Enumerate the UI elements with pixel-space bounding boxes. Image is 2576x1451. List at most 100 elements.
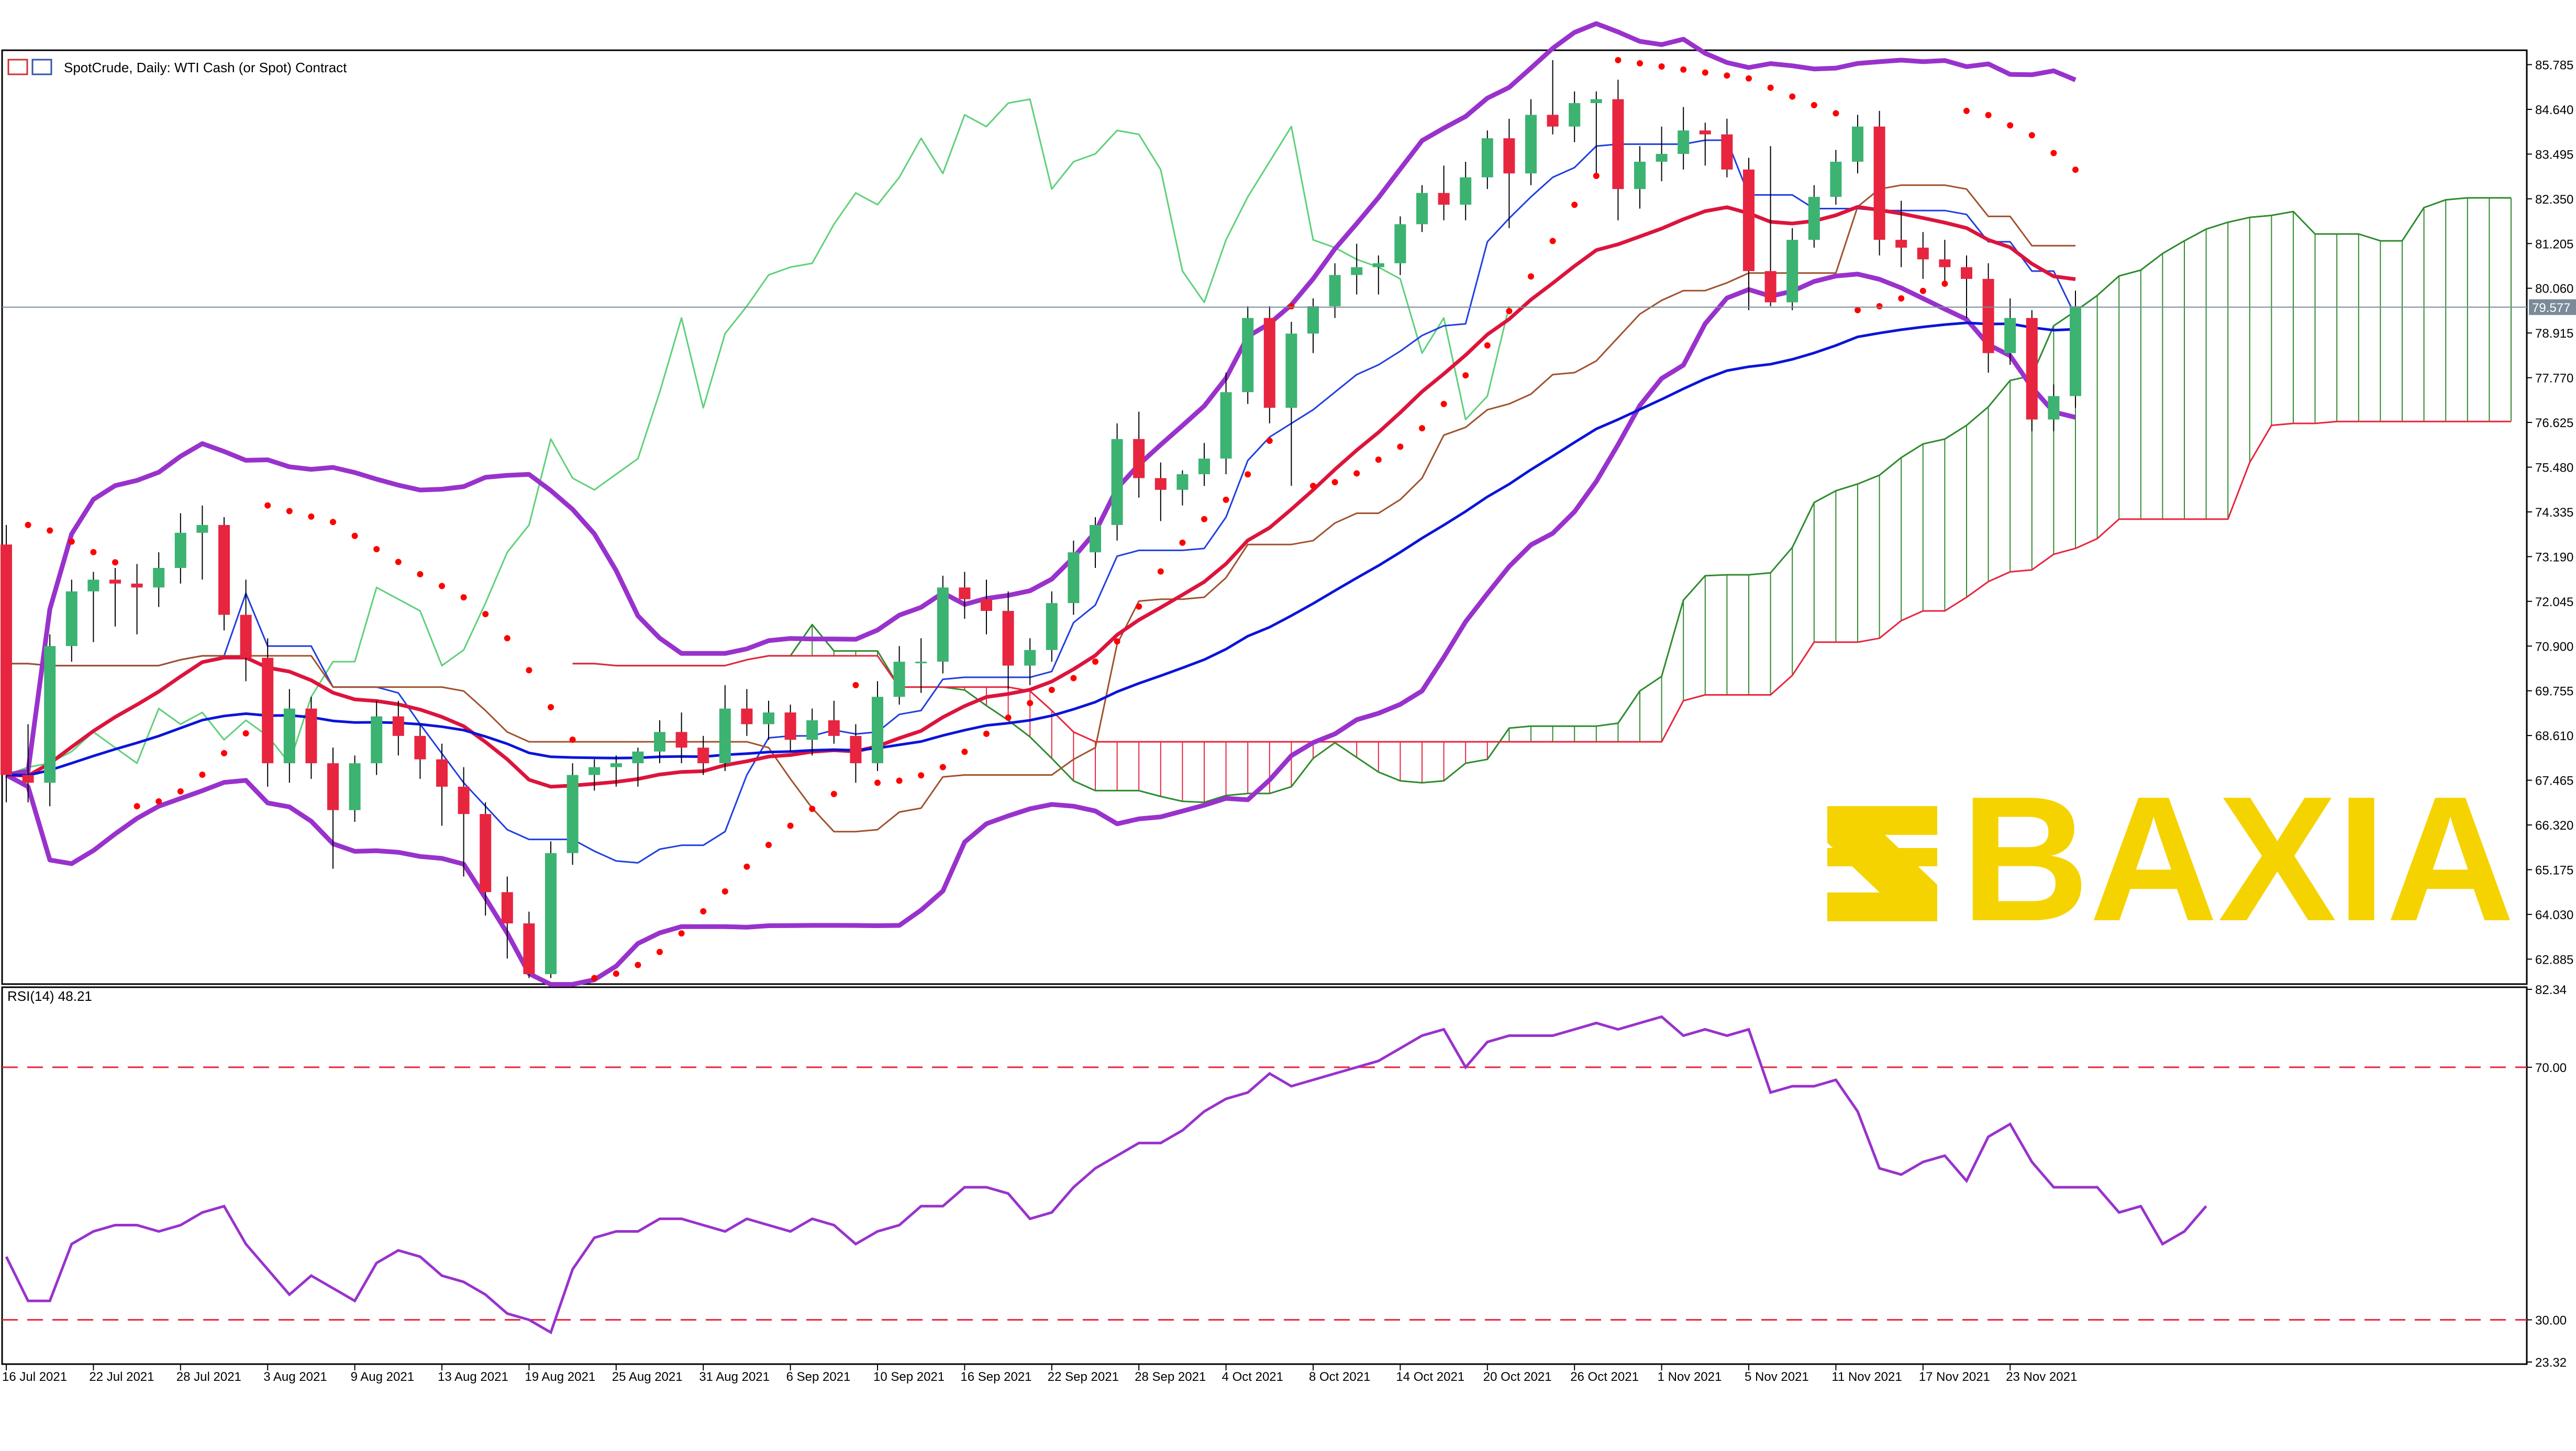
candle-body [480, 814, 492, 892]
sar-dot [199, 772, 206, 778]
candle-body [1569, 103, 1581, 127]
sar-dot [2072, 166, 2079, 173]
time-tick-label: 19 Aug 2021 [525, 1370, 595, 1384]
time-tick-label: 23 Nov 2021 [2006, 1370, 2077, 1384]
chart-window-icon [7, 59, 28, 75]
price-panel [1, 49, 2528, 985]
sar-dot [1201, 516, 1207, 522]
sar-dot [351, 532, 358, 539]
sar-dot [526, 667, 532, 674]
time-tick-label: 13 Aug 2021 [438, 1370, 508, 1384]
candle-body [1961, 267, 1972, 279]
candle-body [1351, 267, 1363, 275]
candle-body [2026, 318, 2038, 420]
sar-dot [1027, 700, 1034, 707]
sar-dot [1419, 425, 1425, 432]
candle-body [784, 712, 796, 740]
sar-dot [460, 594, 467, 601]
candle-body [327, 763, 339, 810]
sar-dot [852, 682, 859, 688]
time-tick-label: 8 Oct 2021 [1309, 1370, 1370, 1384]
candle-body [305, 708, 317, 764]
sar-dot [1811, 102, 1817, 108]
sar-dot [264, 502, 271, 509]
rsi-tick-label: 30.00 [2535, 1313, 2567, 1327]
sar-dot [1179, 539, 1186, 546]
sar-dot [830, 790, 837, 797]
sar-dot [1245, 471, 1251, 478]
candle-body [131, 583, 143, 588]
time-tick-label: 16 Jul 2021 [2, 1370, 67, 1384]
candle-body [65, 591, 77, 646]
candle-body [109, 579, 121, 584]
time-tick-label: 14 Oct 2021 [1396, 1370, 1464, 1384]
candle-body [1634, 161, 1646, 189]
price-axis: 85.785 84.640 83.495 82.350 81.205 80.060 78.9… [2527, 59, 2573, 967]
sar-dot [700, 908, 707, 914]
sar-dot [68, 538, 75, 545]
sar-dot [1048, 687, 1055, 694]
sar-dot [1310, 483, 1316, 489]
time-tick-label: 11 Nov 2021 [1831, 1370, 1902, 1384]
sar-dot [1855, 307, 1861, 314]
sar-dot [1658, 63, 1665, 70]
price-tick-label: 76.625 [2535, 416, 2573, 430]
candle-body [1786, 240, 1798, 303]
candle-body [1612, 99, 1624, 189]
candle-body [501, 892, 513, 924]
current-price-tag [2529, 299, 2576, 315]
candle-body [893, 662, 905, 697]
current-price-value: 79.577 [2532, 301, 2570, 315]
sar-dot [2050, 150, 2057, 157]
candle-body [523, 923, 535, 975]
time-tick-label: 20 Oct 2021 [1483, 1370, 1552, 1384]
sar-dot [548, 704, 554, 710]
price-tick-label: 82.350 [2535, 193, 2573, 207]
candle-body [589, 767, 601, 775]
parabolic-sar [25, 57, 2079, 981]
candle-body [1220, 392, 1232, 459]
candle-body [1068, 552, 1080, 604]
candle-body [262, 657, 274, 764]
candle-body [1764, 271, 1776, 303]
sar-dot [504, 635, 510, 642]
price-tick-label: 69.755 [2535, 685, 2573, 699]
candle-body [1285, 333, 1297, 408]
sar-dot [1005, 714, 1012, 721]
price-tick-label: 70.900 [2535, 640, 2573, 654]
sar-dot [1593, 173, 1600, 180]
time-tick-label: 28 Jul 2021 [176, 1370, 241, 1384]
rsi-axis: 82.34 70.00 30.00 23.32 [2527, 983, 2567, 1370]
candle-body [1590, 99, 1602, 104]
candle-body [937, 587, 949, 662]
candle-body [675, 732, 687, 748]
moving-average-slow-line [6, 321, 2076, 777]
candle-body [1656, 154, 1668, 162]
candle-body [654, 732, 665, 752]
sar-dot [1919, 287, 1926, 294]
candle-body [1329, 275, 1341, 307]
sar-dot [765, 842, 772, 849]
sar-dot [373, 546, 380, 553]
candle-body [1503, 138, 1515, 174]
candle-body [1743, 169, 1755, 271]
candle-body [1438, 193, 1450, 205]
time-tick-label: 5 Nov 2021 [1745, 1370, 1809, 1384]
sar-dot [221, 750, 227, 756]
candle-body [153, 568, 165, 588]
price-tick-label: 81.205 [2535, 237, 2573, 251]
candle-body [1198, 459, 1210, 474]
sar-dot [1746, 75, 1752, 82]
sar-dot [1876, 303, 1883, 310]
candle-body [850, 735, 862, 764]
sar-dot [1223, 496, 1229, 503]
sar-dot [1571, 202, 1578, 208]
bollinger-upper-line [6, 21, 2077, 777]
sar-dot [961, 749, 968, 755]
candle-body [1852, 126, 1863, 162]
candle-body [2048, 396, 2060, 420]
price-tick-label: 84.640 [2535, 103, 2573, 117]
candle-body [1394, 224, 1406, 263]
sar-dot [242, 730, 249, 737]
